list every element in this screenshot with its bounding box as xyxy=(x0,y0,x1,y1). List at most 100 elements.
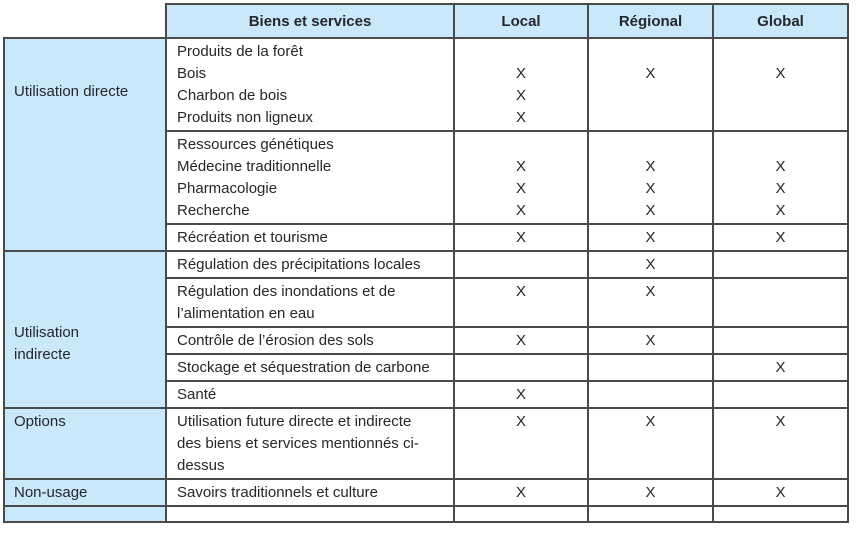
category-label: Utilisation indirecte xyxy=(14,324,80,363)
empty-mark xyxy=(714,107,847,129)
empty-cell xyxy=(587,505,714,523)
empty-mark xyxy=(714,41,847,63)
service-item: Produits de la forêt xyxy=(177,43,303,60)
category-label: Options xyxy=(14,413,66,430)
mark-cell-global xyxy=(712,277,849,328)
mark-cell-regional xyxy=(587,353,714,382)
x-mark: X xyxy=(775,359,786,376)
x-mark: X xyxy=(775,484,786,501)
corner-empty-cell xyxy=(4,4,166,38)
empty-mark xyxy=(714,85,847,107)
category-cell: Utilisation indirecte xyxy=(3,250,167,409)
x-mark: X xyxy=(775,202,786,219)
table-row: Contrôle de l’érosion des sols X X xyxy=(4,326,849,355)
x-mark: X xyxy=(515,229,526,246)
empty-mark xyxy=(589,85,712,107)
service-cell: Régulation des précipitations locales xyxy=(165,250,455,279)
service-cell: Contrôle de l’érosion des sols xyxy=(165,326,455,355)
empty-mark xyxy=(589,41,712,63)
mark-cell-local: X xyxy=(453,380,589,409)
x-mark: X xyxy=(515,413,526,430)
mark-cell-regional xyxy=(587,380,714,409)
mark-cell-local xyxy=(453,250,589,279)
empty-cell xyxy=(712,505,849,523)
mark-cell-local: X xyxy=(453,478,589,507)
table-row: Utilisation indirecte Régulation des préc… xyxy=(3,250,849,409)
x-mark: X xyxy=(515,484,526,501)
x-mark: X xyxy=(775,158,786,175)
x-mark: X xyxy=(515,332,526,349)
mark-cell-global: X xyxy=(712,223,849,252)
table-row: Récréation et tourisme X X X xyxy=(4,223,849,252)
mark-cell-global: X xyxy=(712,37,849,132)
x-mark: X xyxy=(645,256,656,273)
empty-mark xyxy=(714,134,847,156)
table-row: Ressources génétiques Médecine traditionn… xyxy=(4,130,849,225)
mark-cell-global: X xyxy=(712,407,849,480)
mark-cell-local xyxy=(453,353,589,382)
mark-cell-local: X xyxy=(453,326,589,355)
empty-mark xyxy=(714,384,847,406)
empty-mark xyxy=(455,134,587,156)
mark-cell-global: X xyxy=(712,478,849,507)
service-cell: Santé xyxy=(165,380,455,409)
col-header-global: Global xyxy=(712,3,849,39)
service-item: Régulation des inondations et de l’alime… xyxy=(177,283,396,322)
empty-mark xyxy=(455,41,587,63)
biens-et-services-table: Biens et services Local Régional Global … xyxy=(3,3,849,523)
service-item: Stockage et séquestration de carbone xyxy=(177,359,430,376)
mark-cell-regional: X xyxy=(587,223,714,252)
x-mark: X xyxy=(515,158,526,175)
mark-cell-regional: X xyxy=(587,407,714,480)
empty-mark xyxy=(455,357,587,379)
mark-cell-global: X xyxy=(712,353,849,382)
col-header-biens-et-services: Biens et services xyxy=(165,3,455,39)
x-mark: X xyxy=(515,283,526,300)
empty-mark xyxy=(589,357,712,379)
service-item: Savoirs traditionnels et culture xyxy=(177,484,378,501)
service-cell: Stockage et séquestration de carbone xyxy=(165,353,455,382)
x-mark: X xyxy=(515,109,526,126)
table-row: Stockage et séquestration de carbone X xyxy=(4,353,849,382)
mark-cell-regional: X xyxy=(587,326,714,355)
empty-cell xyxy=(165,505,455,523)
service-cell: Régulation des inondations et de l’alime… xyxy=(165,277,455,328)
x-mark: X xyxy=(515,65,526,82)
x-mark: X xyxy=(515,180,526,197)
category-cell: Non-usage xyxy=(3,478,167,507)
service-cell: Savoirs traditionnels et culture xyxy=(165,478,455,507)
empty-mark xyxy=(589,384,712,406)
x-mark: X xyxy=(645,283,656,300)
x-mark: X xyxy=(775,180,786,197)
service-item: Contrôle de l’érosion des sols xyxy=(177,332,374,349)
mark-cell-global xyxy=(712,250,849,279)
table-row: Santé X xyxy=(4,380,849,409)
table-row: Régulation des inondations et de l’alime… xyxy=(4,277,849,328)
service-item: Produits non ligneux xyxy=(177,109,313,126)
x-mark: X xyxy=(645,332,656,349)
x-mark: X xyxy=(645,158,656,175)
empty-cell xyxy=(453,505,589,523)
empty-mark xyxy=(714,330,847,352)
x-mark: X xyxy=(775,65,786,82)
x-mark: X xyxy=(515,87,526,104)
table-row: Options Utilisation future directe et ind… xyxy=(3,407,849,480)
empty-mark xyxy=(714,281,847,303)
table-row: Utilisation directe Produits de la forêt B… xyxy=(3,37,849,252)
service-cell: Utilisation future directe et indirecte … xyxy=(165,407,455,480)
x-mark: X xyxy=(775,229,786,246)
mark-cell-regional: X xyxy=(587,250,714,279)
service-item: Charbon de bois xyxy=(177,87,288,104)
x-mark: X xyxy=(775,413,786,430)
category-cell xyxy=(3,505,167,523)
x-mark: X xyxy=(645,484,656,501)
service-cell: Produits de la forêt Bois Charbon de bois P… xyxy=(165,37,455,132)
mark-cell-regional: X xyxy=(587,37,714,132)
empty-mark xyxy=(589,107,712,129)
partial-row xyxy=(3,505,849,523)
category-label: Non-usage xyxy=(14,484,88,501)
